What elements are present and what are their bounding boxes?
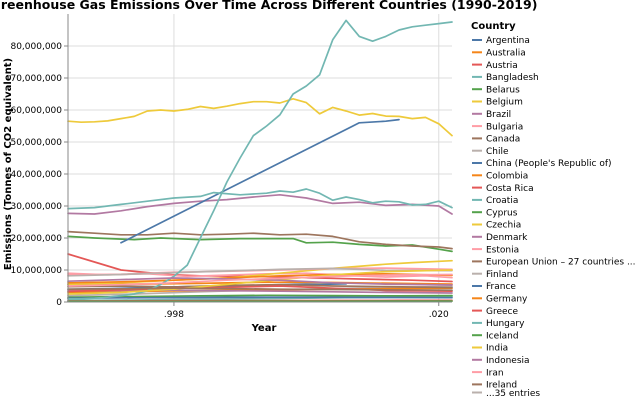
grid xyxy=(68,14,452,302)
legend: Country Argentina Australia Austria Banglad… xyxy=(471,21,636,399)
y-tick-label: 40,000,000 xyxy=(10,170,62,180)
legend-label: Finland xyxy=(486,270,518,280)
legend-label: Costa Rica xyxy=(486,184,534,194)
legend-label: Iceland xyxy=(486,331,519,341)
y-tick-label: 80,000,000 xyxy=(10,42,62,52)
legend-label: Greece xyxy=(486,307,518,317)
plot-area xyxy=(68,20,452,301)
series-line xyxy=(121,120,399,243)
legend-label: Bulgaria xyxy=(486,122,523,132)
legend-label: Croatia xyxy=(486,196,518,206)
legend-label: Chile xyxy=(486,147,509,157)
legend-label: Australia xyxy=(486,49,526,59)
legend-label: Canada xyxy=(486,135,520,145)
legend-label: Denmark xyxy=(486,233,528,243)
legend-label: Bangladesh xyxy=(486,73,539,83)
y-axis-title: Emissions (Tonnes of CO2 equivalent) xyxy=(3,58,14,270)
x-axis-title: Year xyxy=(251,323,277,334)
legend-label: Austria xyxy=(486,61,518,71)
x-tick-label: .998 xyxy=(164,310,184,320)
y-tick-label: 50,000,000 xyxy=(10,138,62,148)
legend-label: European Union – 27 countries ... xyxy=(486,258,636,268)
legend-label: Czechia xyxy=(486,221,521,231)
y-tick-label: 20,000,000 xyxy=(10,234,62,244)
series-line xyxy=(68,236,452,251)
legend-label: Cyprus xyxy=(486,208,518,218)
legend-label: India xyxy=(486,344,508,354)
series-line xyxy=(68,297,452,298)
legend-label: Indonesia xyxy=(486,356,530,366)
legend-label: Iran xyxy=(486,368,504,378)
legend-label: Belarus xyxy=(486,85,520,95)
y-tick-label: 30,000,000 xyxy=(10,202,62,212)
legend-more-entries: ...35 entries xyxy=(486,389,540,399)
legend-label: Brazil xyxy=(486,110,511,120)
legend-label: Germany xyxy=(486,295,528,305)
y-tick-label: 10,000,000 xyxy=(10,266,62,276)
x-tick-label: .020 xyxy=(429,310,449,320)
legend-label: Argentina xyxy=(486,36,530,46)
legend-label: Hungary xyxy=(486,319,525,329)
series-line xyxy=(68,20,452,298)
legend-label: Estonia xyxy=(486,245,519,255)
legend-label: France xyxy=(486,282,516,292)
legend-items: Argentina Australia Austria Bangladesh Belar… xyxy=(472,36,636,392)
y-tick-label: 0 xyxy=(56,298,62,308)
chart-title: Greenhouse Gas Emissions Over Time Acros… xyxy=(0,0,537,12)
legend-title: Country xyxy=(471,21,516,32)
legend-label: Colombia xyxy=(486,172,528,182)
y-tick-label: 70,000,000 xyxy=(10,74,62,84)
legend-label: China (People's Republic of) xyxy=(486,159,612,169)
y-tick-label: 60,000,000 xyxy=(10,106,62,116)
legend-label: Belgium xyxy=(486,98,523,108)
